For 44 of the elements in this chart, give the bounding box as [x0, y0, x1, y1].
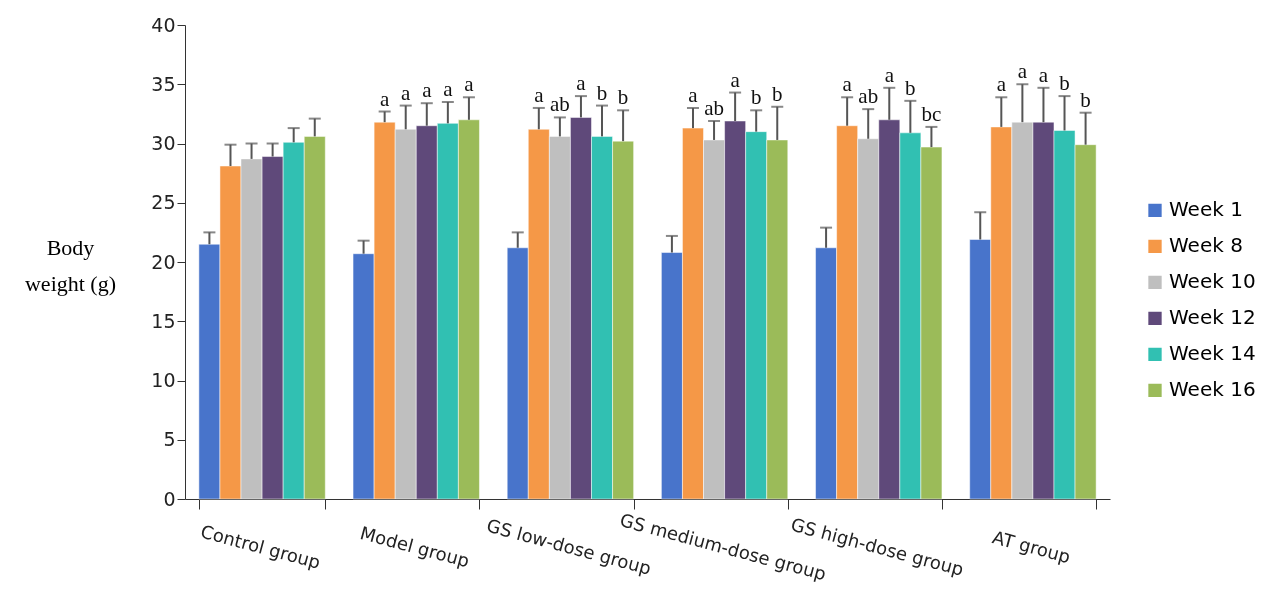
data-label: b	[1059, 71, 1070, 96]
legend-label: Week 8	[1169, 233, 1243, 258]
data-label: a	[996, 72, 1007, 97]
y-tick-label: 35	[151, 72, 176, 95]
data-label: bc	[921, 101, 942, 126]
y-tick-label: 10	[151, 369, 176, 391]
data-label: a	[1038, 62, 1049, 87]
y-tick-label: 15	[151, 309, 176, 332]
y-tick-label: 5	[163, 428, 176, 451]
data-label: a	[401, 80, 412, 105]
y-tick-label: 0	[163, 487, 176, 510]
legend-label: Week 14	[1169, 341, 1256, 366]
legend-label: Week 16	[1169, 377, 1256, 402]
data-label: a	[379, 86, 390, 111]
data-label: b	[905, 75, 916, 100]
data-label: a	[464, 72, 475, 97]
data-label: b	[772, 81, 783, 106]
y-tick-label: 25	[151, 191, 176, 214]
data-label: a	[534, 82, 545, 107]
x-tick-label: AT group	[990, 526, 1073, 568]
y-tick-label: 30	[151, 132, 176, 154]
data-label: b	[750, 85, 762, 110]
data-label: a	[443, 77, 454, 102]
x-tick-label: Model group	[357, 522, 472, 572]
data-label: a	[688, 82, 699, 107]
data-label: a	[884, 62, 895, 87]
data-label: a	[1017, 59, 1028, 84]
legend-label: Week 10	[1169, 269, 1256, 294]
y-tick-label: 20	[151, 250, 176, 273]
data-label: a	[422, 78, 433, 103]
data-label: a	[730, 67, 741, 92]
data-label: a	[842, 72, 853, 97]
data-label: b	[617, 85, 629, 110]
x-tick-label: Control group	[198, 520, 323, 573]
legend-label: Week 1	[1169, 197, 1243, 222]
data-label: a	[576, 71, 587, 96]
data-label: ab	[704, 95, 724, 120]
legend-label: Week 12	[1169, 305, 1256, 330]
y-tick-label: 40	[151, 13, 176, 36]
data-label: ab	[549, 92, 570, 117]
data-label: b	[596, 80, 608, 105]
y-axis-title: Body weight (g)	[24, 235, 117, 297]
data-label: ab	[858, 84, 879, 109]
data-label: b	[1080, 87, 1091, 112]
